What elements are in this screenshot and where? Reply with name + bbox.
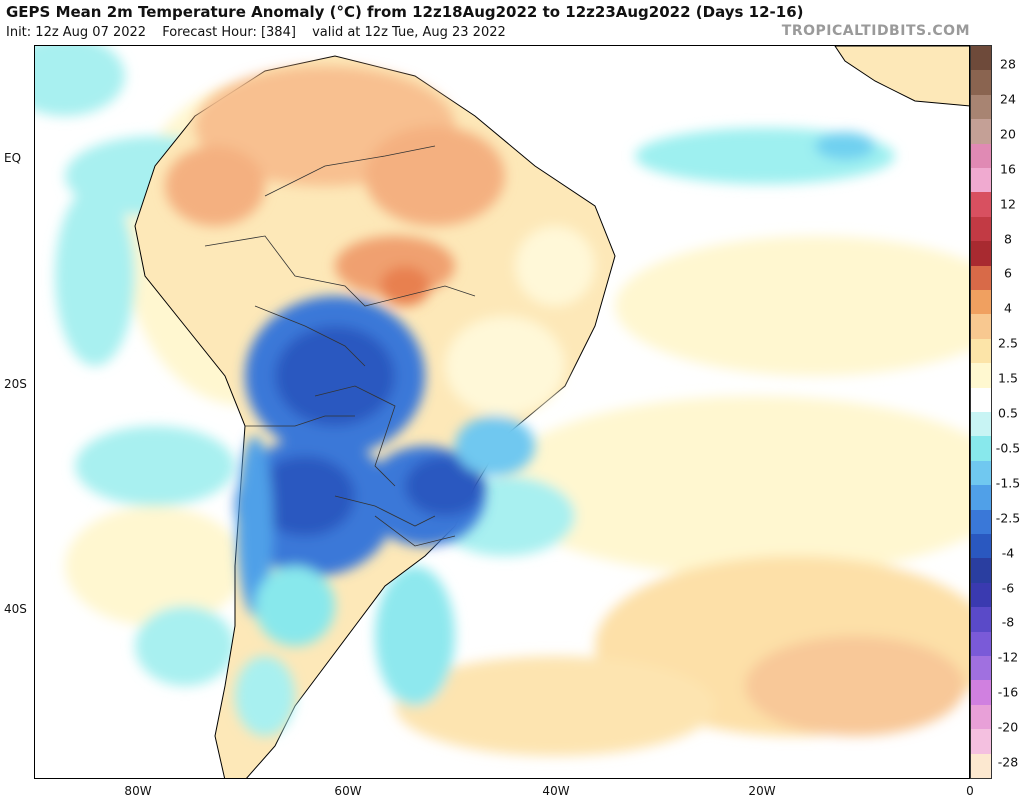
colorbar-tick-label: 24: [1000, 91, 1016, 107]
lon-label-40w: 40W: [542, 784, 570, 798]
colorbar-segment: [971, 265, 991, 291]
colorbar-tick-label: -20: [997, 719, 1019, 735]
colorbar-segment: [971, 631, 991, 657]
colorbar-tick-label: -12: [997, 649, 1019, 665]
land-anomaly-field: [165, 66, 595, 736]
colorbar-segment: [971, 94, 991, 120]
colorbar-segment: [971, 436, 991, 462]
lon-label-60w: 60W: [334, 784, 362, 798]
colorbar-segment: [971, 119, 991, 145]
colorbar-tick-label: 16: [1000, 161, 1016, 177]
lon-label-0: 0: [966, 784, 974, 798]
colorbar-tick-label: 4: [1004, 300, 1012, 316]
colorbar-segment: [971, 363, 991, 389]
brand-watermark: TROPICALTIDBITS.COM: [781, 23, 970, 39]
colorbar-tick-label: 2.5: [998, 335, 1018, 351]
colorbar-segment: [971, 387, 991, 413]
colorbar-tick-label: 8: [1004, 231, 1012, 246]
colorbar-segment: [971, 338, 991, 364]
colorbar-tick-label: -4: [1001, 545, 1015, 561]
colorbar-segment: [971, 192, 991, 218]
colorbar-segment: [971, 729, 991, 755]
colorbar-tick-label: -8: [1001, 614, 1015, 630]
colorbar-tick-label: 6: [1004, 265, 1012, 281]
colorbar-tick-label: 28: [1000, 56, 1016, 72]
colorbar-segment: [971, 753, 991, 779]
colorbar-segment: [971, 460, 991, 486]
country-borders: [204, 145, 476, 547]
init-time: Init: 12z Aug 07 2022: [6, 25, 147, 40]
anomaly-map: [34, 45, 970, 779]
colorbar-tick-label: -16: [997, 684, 1019, 700]
lat-label-40s: 40S: [4, 602, 27, 616]
map-title: GEPS Mean 2m Temperature Anomaly (°C) fr…: [6, 3, 804, 21]
colorbar-tick-label: 0.5: [998, 405, 1018, 421]
colorbar-tick-label: -28: [997, 754, 1019, 770]
lat-label-20s: 20S: [4, 377, 27, 391]
colorbar-segment: [971, 46, 991, 71]
colorbar-segment: [971, 216, 991, 242]
colorbar-segment: [971, 143, 991, 169]
colorbar-segment: [971, 704, 991, 730]
colorbar-segment: [971, 290, 991, 315]
colorbar-segment: [971, 680, 991, 706]
colorbar-segment: [971, 241, 991, 267]
colorbar-segment: [971, 168, 991, 193]
colorbar-segment: [971, 534, 991, 559]
colorbar-tick-label: 12: [1000, 196, 1016, 212]
forecast-hour: Forecast Hour: [384]: [162, 25, 296, 40]
colorbar-segment: [971, 509, 991, 535]
map-subtitle: Init: 12z Aug 07 2022 Forecast Hour: [38…: [6, 25, 518, 40]
colorbar-segment: [971, 412, 991, 437]
colorbar-segment: [971, 582, 991, 608]
africa-coast: [834, 46, 969, 107]
colorbar-tick-label: -0.5: [995, 440, 1021, 456]
colorbar-tick-label: -2.5: [995, 510, 1021, 526]
colorbar-segment: [971, 70, 991, 96]
colorbar-tick-label: -6: [1001, 580, 1015, 595]
map-canvas: [35, 46, 969, 778]
colorbar-segment: [971, 656, 991, 681]
colorbar-segment: [971, 314, 991, 340]
colorbar-tick-label: 20: [1000, 126, 1016, 142]
colorbar-tick-label: -1.5: [995, 475, 1021, 491]
colorbar-segment: [971, 485, 991, 511]
lon-label-80w: 80W: [124, 784, 152, 798]
lon-label-20w: 20W: [748, 784, 776, 798]
colorbar-tick-label: 1.5: [998, 370, 1018, 386]
colorbar-segment: [971, 607, 991, 633]
lat-label-eq: EQ: [4, 151, 22, 165]
colorbar-segment: [971, 558, 991, 584]
valid-time: valid at 12z Tue, Aug 23 2022: [312, 25, 506, 40]
colorbar-legend: [970, 45, 992, 779]
